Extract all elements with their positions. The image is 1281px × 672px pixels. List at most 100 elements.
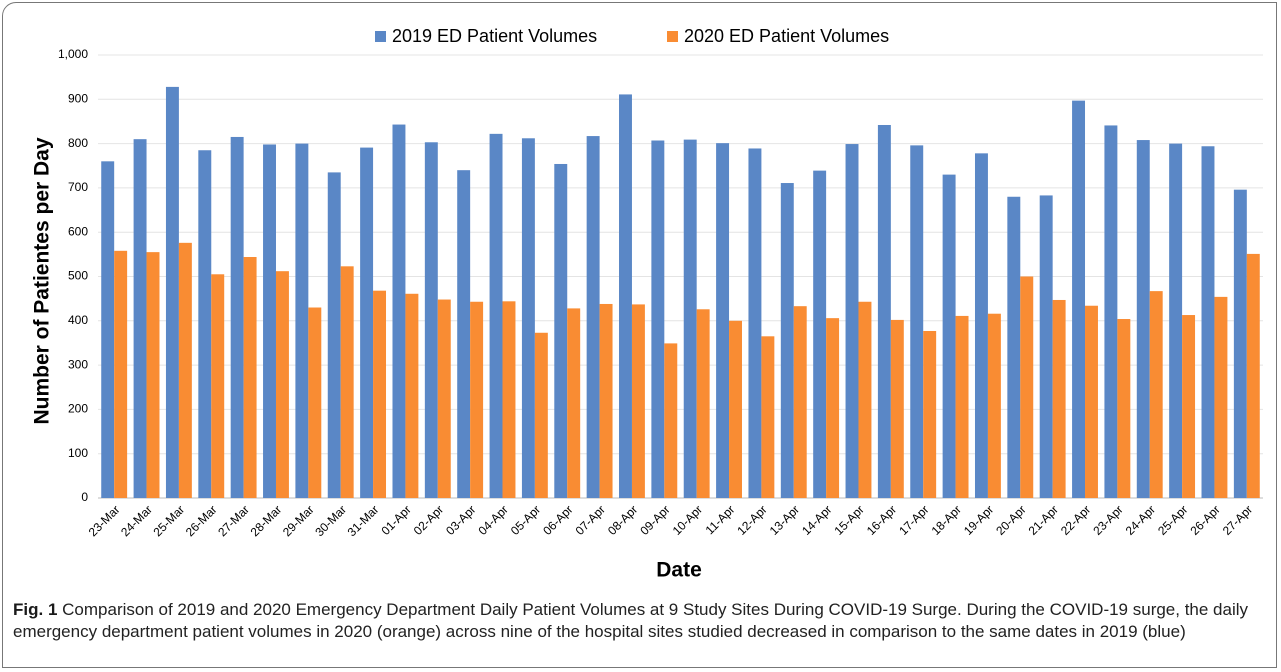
y-tick-label: 900 [68,91,88,105]
bar [373,290,387,498]
x-tick-label: 17-Apr [896,502,931,537]
bar [1233,189,1247,498]
bar [457,170,471,498]
bar [780,183,794,499]
x-tick-label: 25-Mar [150,502,187,539]
bar [942,174,956,499]
bar [1020,276,1034,498]
x-tick-label: 09-Apr [637,502,672,537]
x-tick-label: 27-Apr [1220,502,1255,537]
bar [729,320,742,498]
bar [146,252,160,498]
bar [521,138,535,498]
bar [1246,253,1260,498]
legend-label: 2020 ED Patient Volumes [684,26,889,46]
x-tick-label: 19-Apr [961,502,996,537]
x-tick-label: 11-Apr [703,502,738,537]
bar [340,266,354,498]
bar [955,315,969,498]
bar [165,86,179,498]
x-tick-label: 14-Apr [799,502,834,537]
y-tick-label: 0 [81,490,88,504]
bar [1117,319,1131,498]
bar [263,144,276,498]
bar [923,330,937,498]
x-tick-label: 20-Apr [993,502,1028,537]
y-tick-label: 700 [68,180,88,194]
bar [813,170,827,499]
x-tick-label: 23-Mar [86,502,123,539]
bar [1182,315,1196,498]
bar [1149,291,1163,498]
x-tick-label: 18-Apr [929,502,964,537]
x-tick-label: 26-Apr [1187,502,1222,537]
x-tick-label: 22-Apr [1058,502,1093,537]
x-tick-label: 23-Apr [1090,502,1125,537]
bar [534,332,548,498]
x-tick-label: 24-Apr [1123,502,1158,537]
bar [826,318,840,498]
y-tick-label: 800 [68,136,88,150]
bar [198,150,212,498]
x-tick-label: 29-Mar [280,502,317,539]
bar [586,136,600,498]
bar [133,139,147,499]
bar [178,242,192,498]
x-tick-label: 21-Apr [1026,502,1061,537]
bar [890,319,904,498]
bar [599,303,613,498]
x-tick-label: 30-Mar [312,502,349,539]
bar [405,293,419,498]
x-tick-label: 08-Apr [605,502,640,537]
bar [1136,140,1150,498]
bar [1085,305,1098,498]
x-tick-label: 10-Apr [670,502,705,537]
bar [716,143,730,499]
bar [360,147,374,498]
y-tick-label: 500 [68,269,88,283]
x-tick-label: 27-Mar [215,502,252,539]
bar [761,336,775,498]
x-tick-label: 02-Apr [411,502,446,537]
bar [910,145,924,498]
bar [1007,196,1021,498]
y-tick-label: 1,000 [58,47,88,61]
bar [1201,146,1215,498]
x-tick-label: 25-Apr [1155,502,1190,537]
y-tick-label: 400 [68,313,88,327]
bar [1169,143,1183,498]
caption: Fig. 1 Comparison of 2019 and 2020 Emerg… [13,599,1268,643]
bar [793,306,807,498]
y-axis-label: Number of Patientes per Day [31,137,54,424]
bar [437,299,451,498]
bar [631,304,645,498]
bar [101,161,115,498]
bar [651,140,665,498]
bar [696,309,710,498]
x-tick-label: 12-Apr [734,502,769,537]
bar [243,257,257,498]
x-tick-label: 06-Apr [540,502,575,537]
bar [1072,100,1086,498]
x-tick-label: 05-Apr [508,502,543,537]
bar [974,153,988,498]
bar [502,301,516,498]
legend-swatch [375,31,386,42]
bar [567,308,581,498]
caption-label: Fig. 1 [13,600,58,619]
bar [554,163,568,498]
bar [619,94,632,498]
bar [1104,125,1118,498]
x-tick-label: 31-Mar [345,502,382,539]
bar [683,139,697,498]
bar [114,250,128,498]
x-tick-label: 07-Apr [573,502,608,537]
x-tick-label: 03-Apr [443,502,478,537]
bar [489,133,503,498]
bar [1214,296,1228,498]
x-tick-label: 28-Mar [248,502,285,539]
bar [987,313,1001,498]
bar [275,271,289,498]
y-tick-label: 100 [68,446,88,460]
